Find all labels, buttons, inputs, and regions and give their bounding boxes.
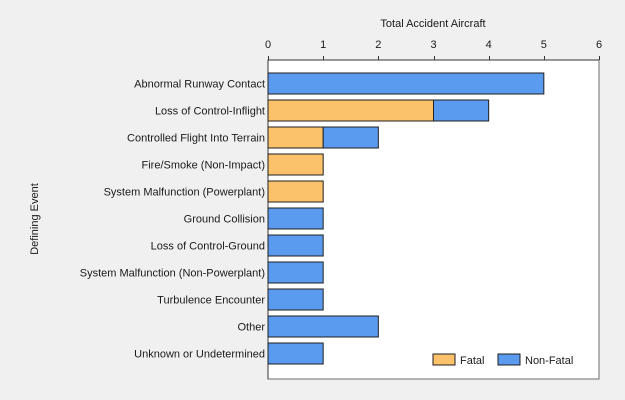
bars xyxy=(267,72,545,365)
x-tick-label: 6 xyxy=(596,39,602,51)
x-tick-label: 0 xyxy=(265,39,271,51)
bar-non-fatal xyxy=(267,342,324,365)
category-label: Abnormal Runway Contact xyxy=(134,79,265,91)
bar-non-fatal xyxy=(267,288,324,311)
x-axis-title: Total Accident Aircraft xyxy=(380,18,485,30)
category-label: Ground Collision xyxy=(184,214,265,226)
category-label: Turbulence Encounter xyxy=(157,295,265,307)
legend-swatch xyxy=(432,353,456,366)
category-label: System Malfunction (Non-Powerplant) xyxy=(80,268,265,280)
x-tick-label: 3 xyxy=(430,39,436,51)
category-labels: Abnormal Runway Contact Loss of Control-I… xyxy=(80,79,266,361)
category-label: Loss of Control-Inflight xyxy=(155,106,265,118)
bar-non-fatal xyxy=(267,207,324,230)
legend-swatch xyxy=(497,353,521,366)
bar-non-fatal xyxy=(267,261,324,284)
legend: Fatal Non-Fatal xyxy=(432,353,573,367)
bar-non-fatal xyxy=(322,126,379,149)
x-axis-ticks: 0 1 2 3 4 5 6 xyxy=(265,39,602,60)
legend-label: Fatal xyxy=(460,355,484,367)
x-tick-label: 2 xyxy=(375,39,381,51)
category-label: Unknown or Undetermined xyxy=(134,349,265,361)
x-tick-label: 5 xyxy=(541,39,547,51)
y-axis-title: Defining Event xyxy=(29,183,41,255)
category-label: Controlled Flight Into Terrain xyxy=(127,133,265,145)
bar-non-fatal xyxy=(267,315,379,338)
bar-non-fatal xyxy=(267,72,545,95)
category-label: Loss of Control-Ground xyxy=(151,241,265,253)
x-tick-label: 1 xyxy=(320,39,326,51)
bar-fatal xyxy=(267,99,434,122)
bar-non-fatal xyxy=(267,234,324,257)
bar-fatal xyxy=(267,153,324,176)
category-label: Fire/Smoke (Non-Impact) xyxy=(142,160,265,172)
x-tick-label: 4 xyxy=(486,39,492,51)
category-label: System Malfunction (Powerplant) xyxy=(104,187,265,199)
legend-label: Non-Fatal xyxy=(525,355,573,367)
category-label: Other xyxy=(237,322,265,334)
bar-fatal xyxy=(267,126,324,149)
bar-fatal xyxy=(267,180,324,203)
bar-non-fatal xyxy=(433,99,490,122)
